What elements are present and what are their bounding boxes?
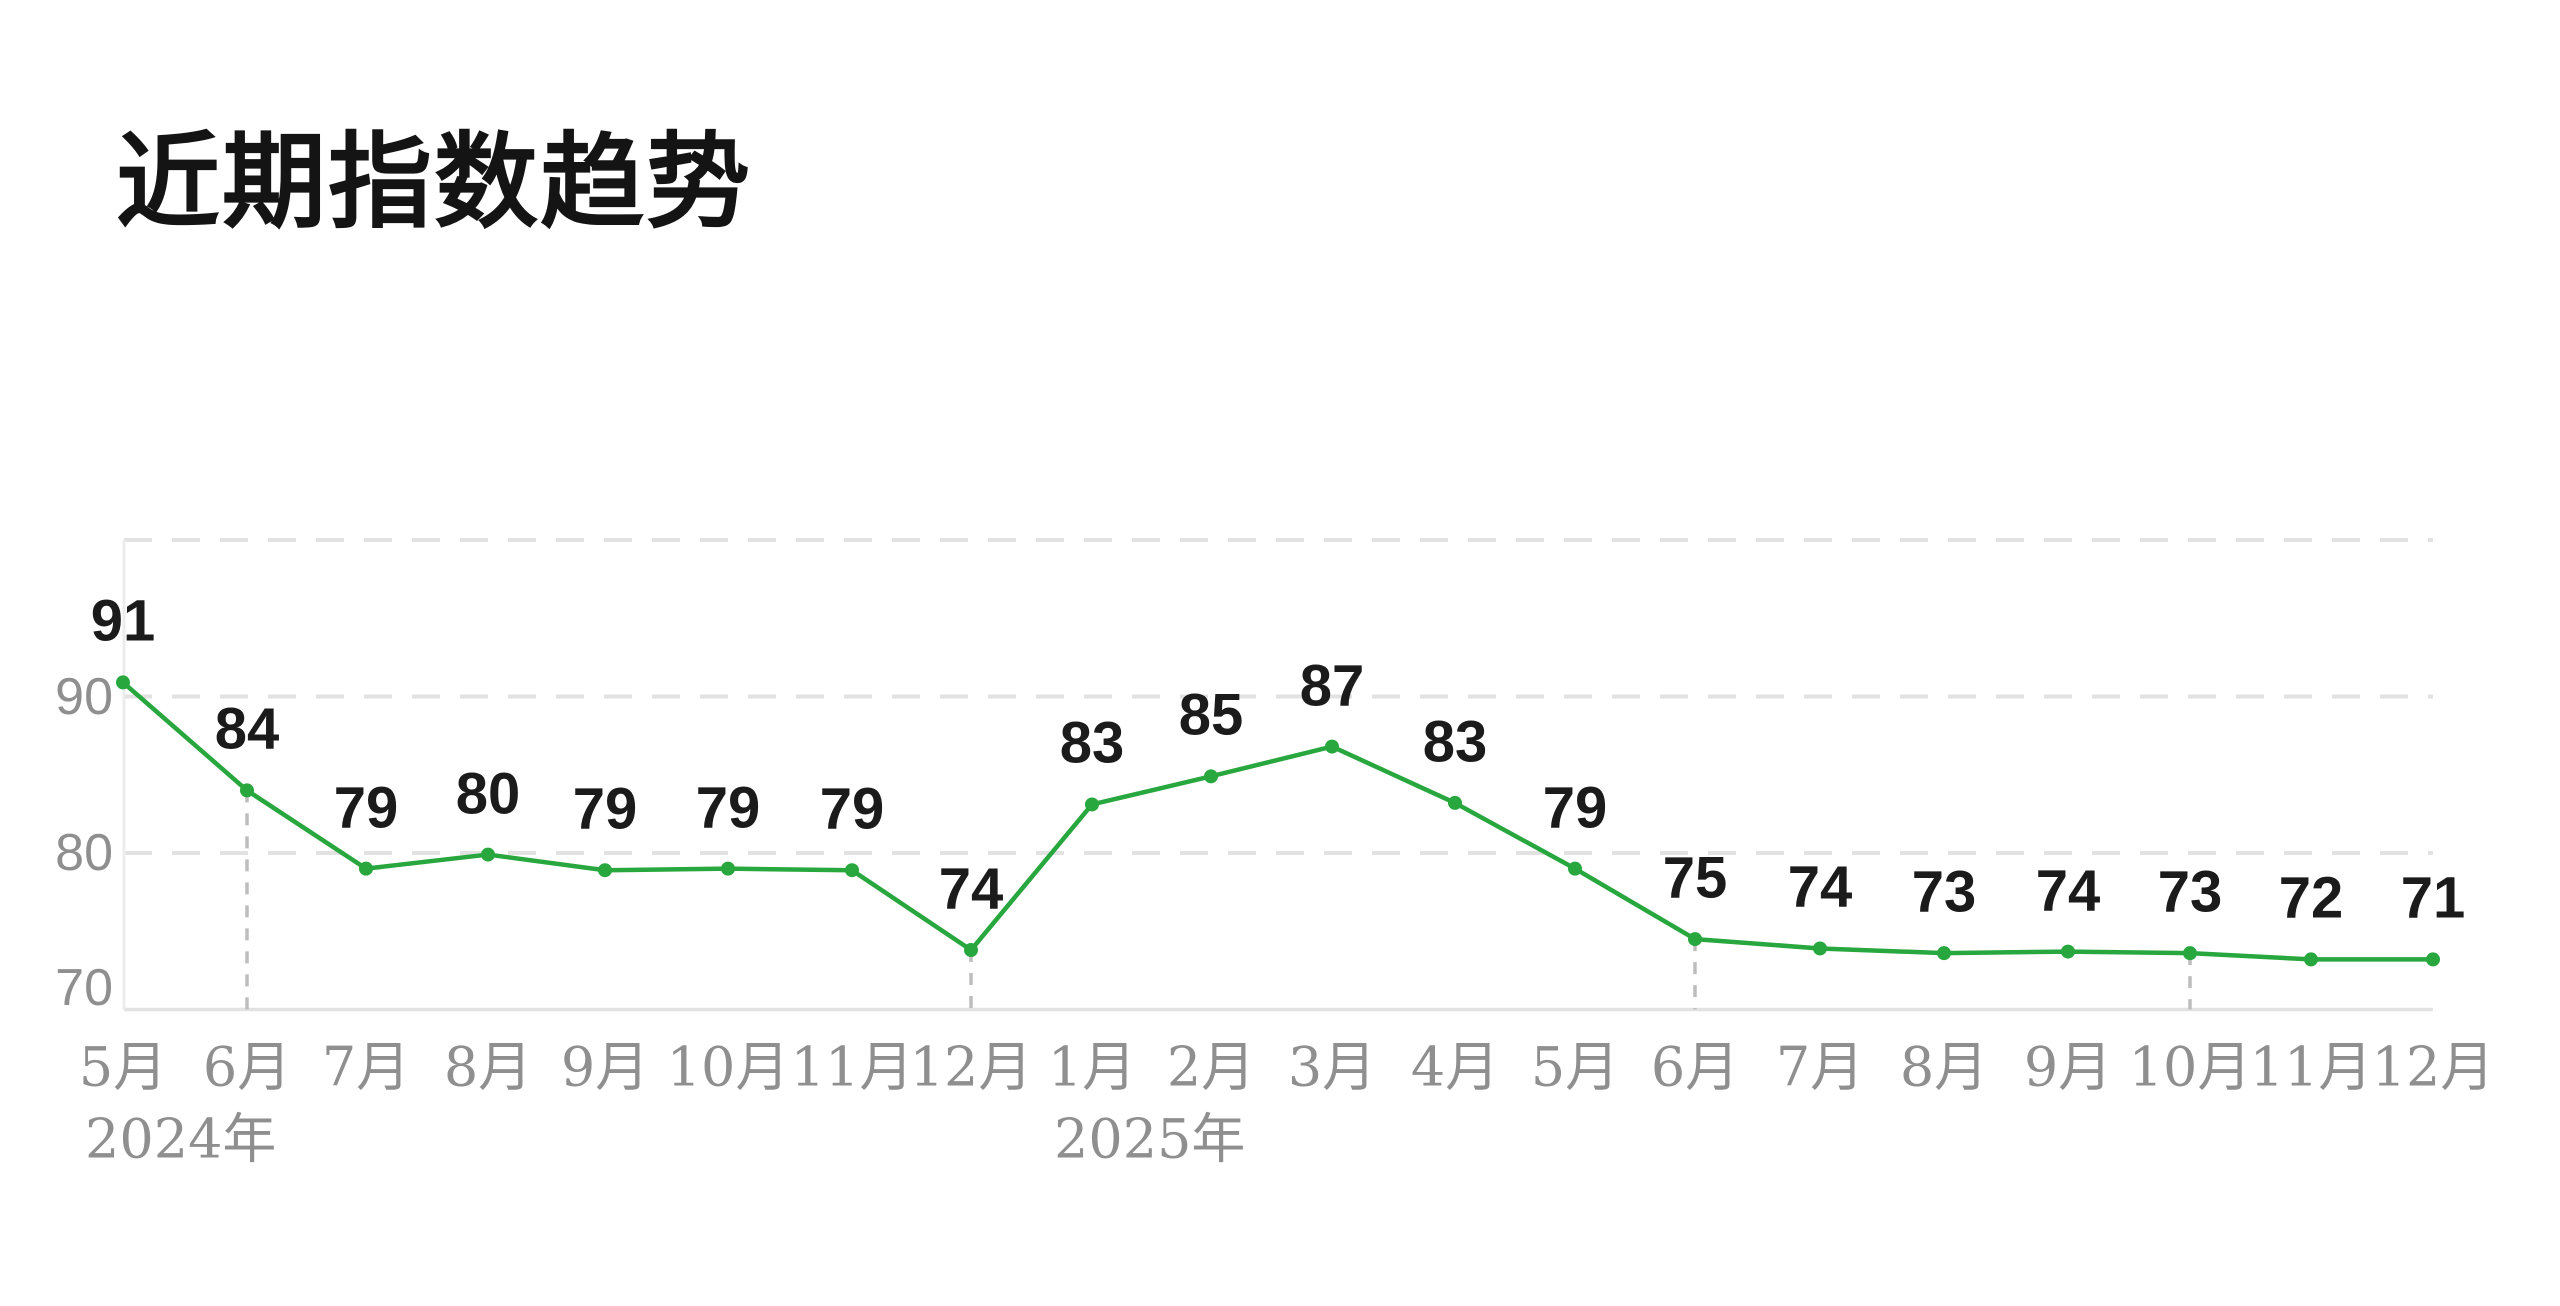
data-point-8月[interactable]: [1937, 946, 1951, 961]
year-label: 2024年: [85, 1107, 277, 1171]
x-axis-label: 11月: [2249, 1035, 2373, 1099]
data-point-11月[interactable]: [845, 863, 859, 878]
x-axis-label: 3月: [1287, 1035, 1377, 1099]
value-label: 80: [455, 761, 521, 827]
data-point-7月[interactable]: [1813, 941, 1827, 956]
value-label: 85: [1178, 682, 1244, 748]
x-axis-label: 9月: [2023, 1035, 2113, 1099]
value-label: 71: [2400, 865, 2466, 931]
data-point-10月[interactable]: [2183, 946, 2197, 961]
data-point-5月[interactable]: [116, 675, 130, 690]
value-label: 84: [214, 696, 280, 762]
x-axis-label: 6月: [1650, 1035, 1740, 1099]
x-axis-label: 6月: [202, 1035, 292, 1099]
x-axis-label: 7月: [1775, 1035, 1865, 1099]
x-axis-label: 5月: [78, 1035, 168, 1099]
value-label: 73: [1911, 859, 1977, 925]
value-label: 79: [572, 776, 638, 842]
chart-title: 近期指数趋势: [116, 120, 753, 243]
data-point-10月[interactable]: [721, 861, 735, 876]
data-point-8月[interactable]: [481, 847, 495, 862]
x-axis-label: 8月: [1899, 1035, 1989, 1099]
y-axis-label-90: 90: [55, 667, 113, 726]
value-label: 79: [695, 775, 761, 841]
value-label: 75: [1662, 845, 1728, 911]
value-label: 79: [1542, 775, 1608, 841]
data-point-9月[interactable]: [598, 863, 612, 878]
data-point-12月[interactable]: [2426, 952, 2440, 967]
data-point-7月[interactable]: [359, 861, 373, 876]
year-label: 2025年: [1054, 1107, 1246, 1171]
x-axis-label: 10月: [666, 1035, 790, 1099]
data-point-12月[interactable]: [964, 943, 978, 958]
data-point-5月[interactable]: [1568, 861, 1582, 876]
x-axis-label: 8月: [443, 1035, 533, 1099]
x-axis-label: 1月: [1047, 1035, 1137, 1099]
value-label: 74: [1787, 854, 1853, 920]
value-label: 83: [1059, 710, 1125, 776]
x-axis-label: 9月: [560, 1035, 650, 1099]
value-label: 87: [1299, 653, 1365, 719]
trend-line: [120, 680, 2436, 962]
value-label: 91: [90, 588, 156, 654]
value-label: 83: [1422, 709, 1488, 775]
x-axis-label: 2月: [1166, 1035, 1256, 1099]
data-point-2月[interactable]: [1204, 769, 1218, 784]
value-label: 74: [938, 856, 1004, 922]
x-axis-label: 12月: [2371, 1035, 2495, 1099]
data-point-3月[interactable]: [1325, 739, 1339, 754]
data-point-11月[interactable]: [2304, 952, 2318, 967]
data-point-9月[interactable]: [2061, 944, 2075, 959]
x-axis-label: 7月: [321, 1035, 411, 1099]
x-axis-label: 12月: [909, 1035, 1033, 1099]
value-label: 74: [2035, 858, 2101, 924]
x-axis-label: 11月: [790, 1035, 914, 1099]
value-label: 79: [333, 775, 399, 841]
value-label: 79: [819, 776, 885, 842]
x-axis-label: 5月: [1530, 1035, 1620, 1099]
data-point-6月[interactable]: [1688, 932, 1702, 947]
value-label: 72: [2278, 865, 2344, 931]
y-axis-label-70: 70: [55, 958, 113, 1017]
data-point-4月[interactable]: [1448, 795, 1462, 810]
y-axis-label-80: 80: [55, 824, 113, 882]
data-point-1月[interactable]: [1085, 797, 1099, 812]
value-label: 73: [2157, 859, 2223, 925]
data-point-6月[interactable]: [240, 783, 254, 798]
x-axis-label: 4月: [1410, 1035, 1500, 1099]
x-axis-label: 10月: [2128, 1035, 2252, 1099]
